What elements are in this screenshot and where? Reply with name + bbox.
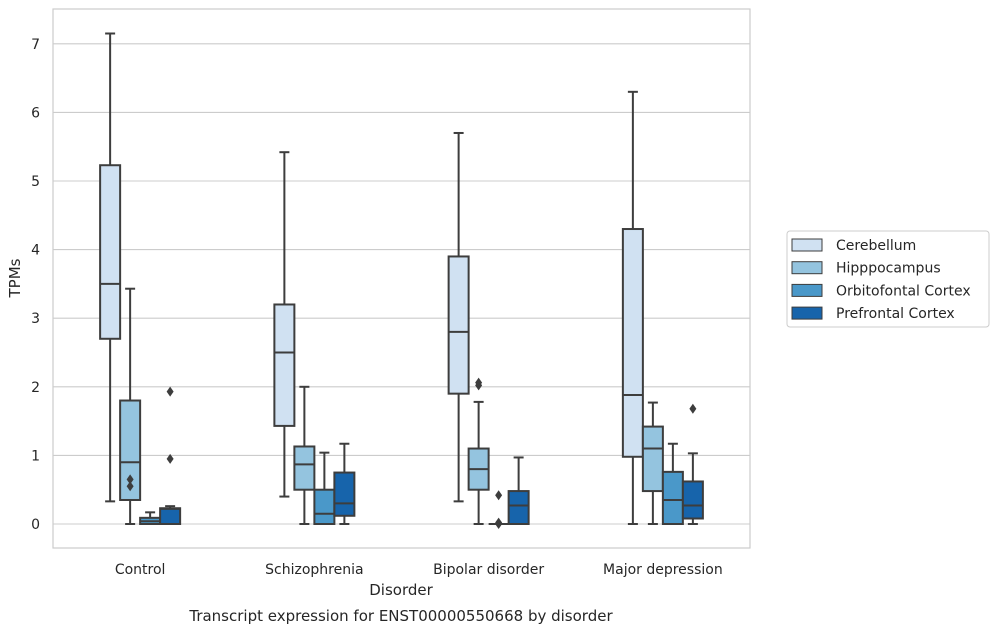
- box-body: [99, 164, 122, 340]
- legend-frame: [786, 230, 990, 328]
- legend-label-0: Cerebellum: [836, 238, 916, 254]
- box-1-1: [293, 385, 316, 525]
- box-1-3: [333, 442, 356, 525]
- outlier-point-1: [495, 517, 503, 528]
- legend-swatch-0: [791, 238, 823, 252]
- y-tick-label-3: 3: [31, 311, 40, 327]
- outlier-point-2: [495, 490, 503, 501]
- box-3-2: [661, 442, 684, 526]
- y-tick-label-7: 7: [31, 37, 40, 53]
- outlier-point-1: [475, 377, 483, 388]
- x-axis-label: Disorder: [369, 581, 433, 599]
- x-axis-ticks: Control Schizophrenia Bipolar disorder Majo…: [115, 562, 723, 578]
- box-body: [681, 480, 704, 520]
- box-2-3: [507, 456, 530, 525]
- x-tick-label-2: Bipolar disorder: [433, 562, 544, 578]
- legend-swatch-1: [791, 261, 823, 275]
- y-tick-label-5: 5: [31, 174, 40, 190]
- legend-swatch-2: [791, 283, 823, 297]
- box-1-0: [273, 151, 296, 498]
- box-body: [333, 471, 356, 517]
- legend: Cerebellum Hipppocampus Orbitofontal Corte…: [786, 230, 990, 328]
- box-body: [661, 470, 684, 526]
- box-0-3: [159, 386, 182, 525]
- box-body: [507, 490, 530, 525]
- legend-label-2: Orbitofontal Cortex: [836, 283, 971, 299]
- chart-caption: Transcript expression for ENST0000055066…: [188, 607, 613, 625]
- box-3-0: [621, 90, 644, 525]
- y-axis-label: TPMs: [6, 258, 24, 298]
- x-tick-label-0: Control: [115, 562, 166, 578]
- y-tick-label-2: 2: [31, 380, 40, 396]
- box-0-2: [139, 511, 162, 525]
- outlier-point-0: [166, 453, 174, 464]
- legend-label-3: Prefrontal Cortex: [836, 306, 955, 322]
- box-2-1: [467, 377, 490, 525]
- legend-swatch-3: [791, 306, 823, 320]
- plot-frame: [52, 8, 751, 549]
- outlier-point-0: [689, 403, 697, 414]
- box-body: [273, 303, 296, 427]
- box-body: [119, 399, 142, 501]
- box-body: [293, 445, 316, 491]
- legend-label-1: Hipppocampus: [836, 261, 941, 277]
- outlier-point-1: [166, 386, 174, 397]
- y-tick-label-1: 1: [31, 448, 40, 464]
- y-axis-ticks: 0 1 2 3 4 5 6 7: [31, 37, 40, 533]
- box-body: [447, 255, 470, 395]
- box-2-0: [447, 131, 470, 503]
- outlier-point-0: [126, 481, 134, 492]
- y-tick-label-0: 0: [31, 517, 40, 533]
- box-3-3: [681, 403, 704, 525]
- box-body: [313, 488, 336, 526]
- box-0-0: [99, 32, 122, 503]
- boxes: [99, 32, 704, 529]
- box-body: [621, 228, 644, 458]
- outlier-point-1: [126, 474, 134, 485]
- box-2-2: [488, 490, 509, 529]
- box-3-1: [641, 401, 664, 525]
- box-body: [641, 425, 664, 493]
- x-tick-label-1: Schizophrenia: [265, 562, 363, 578]
- box-0-1: [119, 287, 142, 525]
- y-tick-label-4: 4: [31, 243, 40, 259]
- box-body: [159, 507, 182, 525]
- x-tick-label-3: Major depression: [603, 562, 723, 578]
- y-tick-label-6: 6: [31, 105, 40, 121]
- box-1-2: [313, 451, 336, 526]
